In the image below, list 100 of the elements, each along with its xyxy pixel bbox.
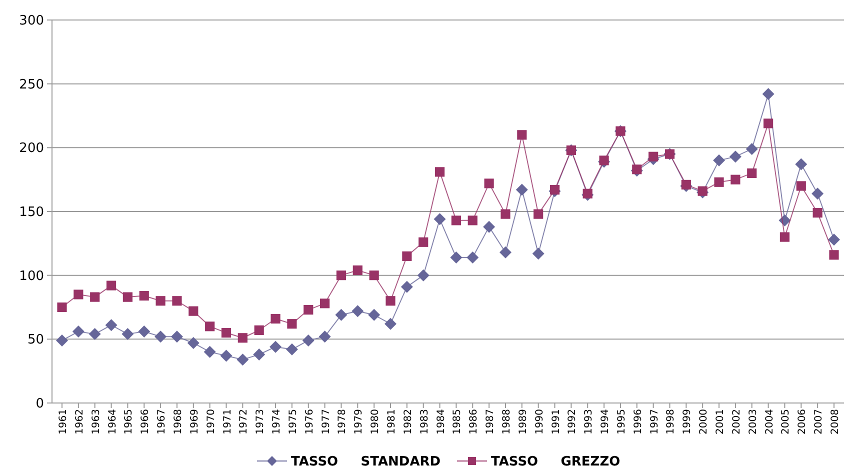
y-tick-label: 50 xyxy=(27,332,44,348)
x-tick-label: 1975 xyxy=(288,409,299,434)
x-tick-label: 2005 xyxy=(780,409,792,434)
x-tick-label: 1969 xyxy=(189,409,200,434)
point xyxy=(336,270,346,280)
point xyxy=(434,167,445,177)
x-tick-label: 2004 xyxy=(764,409,776,434)
point xyxy=(386,296,396,306)
x-tick-label: 1980 xyxy=(370,409,382,434)
point xyxy=(829,250,839,260)
y-tick-label: 200 xyxy=(19,141,44,156)
point xyxy=(400,280,413,293)
point xyxy=(534,209,544,219)
point xyxy=(812,208,822,218)
point xyxy=(254,325,264,336)
point xyxy=(170,330,183,343)
x-tick-label: 1987 xyxy=(485,409,496,434)
point xyxy=(270,314,280,324)
point xyxy=(698,186,708,196)
point xyxy=(468,216,478,226)
point xyxy=(484,178,494,188)
point xyxy=(238,333,248,343)
x-tick-label: 1978 xyxy=(337,409,348,434)
point xyxy=(764,118,774,128)
x-tick-label: 1970 xyxy=(206,409,217,434)
point xyxy=(795,158,808,170)
y-tick-label: 250 xyxy=(19,77,44,92)
point xyxy=(221,328,232,338)
x-tick-label: 1979 xyxy=(354,409,365,434)
point xyxy=(318,330,331,343)
point xyxy=(599,156,609,166)
x-tick-label: 1982 xyxy=(402,409,414,434)
x-tick-label: 2001 xyxy=(715,409,726,434)
point xyxy=(335,308,348,321)
x-tick-label: 1996 xyxy=(632,409,644,434)
point xyxy=(402,251,412,261)
point xyxy=(532,248,544,260)
point xyxy=(57,302,67,312)
point xyxy=(483,220,496,233)
point xyxy=(681,180,691,190)
point xyxy=(450,251,462,264)
point xyxy=(517,130,527,140)
x-tick-label: 1985 xyxy=(452,409,464,434)
point xyxy=(253,348,266,360)
point xyxy=(828,234,840,246)
x-tick-label: 1973 xyxy=(255,409,266,434)
y-tick-label: 100 xyxy=(19,268,44,284)
x-tick-label: 1962 xyxy=(74,409,86,434)
y-tick-label: 0 xyxy=(36,396,44,412)
x-tick-label: 1966 xyxy=(140,409,152,434)
point xyxy=(466,251,479,264)
y-tick-label: 150 xyxy=(19,205,44,220)
x-tick-label: 1993 xyxy=(584,409,595,434)
x-tick-label: 1972 xyxy=(238,409,250,434)
x-tick-label: 1963 xyxy=(90,409,102,434)
point xyxy=(154,330,167,343)
point xyxy=(730,174,740,184)
y-tick-label: 300 xyxy=(19,14,44,29)
point xyxy=(106,280,116,290)
point xyxy=(188,306,198,316)
x-tick-label: 1999 xyxy=(682,409,694,434)
point xyxy=(138,326,150,338)
point xyxy=(74,290,84,300)
point xyxy=(747,168,757,178)
x-tick-label: 1976 xyxy=(304,409,316,434)
x-tick-label: 2006 xyxy=(797,409,808,434)
x-tick-label: 2002 xyxy=(731,409,742,434)
x-tick-label: 2000 xyxy=(698,409,710,434)
x-tick-label: 1967 xyxy=(156,409,168,434)
x-tick-label: 1994 xyxy=(600,409,612,434)
x-tick-label: 2007 xyxy=(814,409,825,434)
point xyxy=(369,270,379,280)
legend-label: TASSO GREZZO xyxy=(491,454,620,470)
point xyxy=(352,305,364,318)
point xyxy=(713,154,726,166)
point xyxy=(796,181,806,191)
point xyxy=(270,340,282,353)
point xyxy=(122,328,134,340)
point xyxy=(384,318,397,330)
point xyxy=(582,188,592,198)
point xyxy=(56,334,68,346)
x-tick-label: 1988 xyxy=(501,409,512,434)
point xyxy=(550,184,560,195)
point xyxy=(204,346,216,358)
point xyxy=(648,152,658,162)
x-tick-label: 2003 xyxy=(748,409,759,434)
x-tick-label: 1968 xyxy=(172,409,184,434)
point xyxy=(105,319,118,332)
point xyxy=(320,298,330,308)
x-tick-label: 1991 xyxy=(550,409,562,434)
x-tick-label: 2008 xyxy=(830,409,841,434)
point xyxy=(205,322,215,332)
point xyxy=(762,88,774,100)
x-tick-label: 1995 xyxy=(616,409,628,434)
point xyxy=(812,188,824,200)
point xyxy=(417,269,430,282)
x-tick-label: 1977 xyxy=(320,409,332,434)
point xyxy=(352,265,362,276)
point xyxy=(156,296,166,306)
point xyxy=(632,164,642,174)
